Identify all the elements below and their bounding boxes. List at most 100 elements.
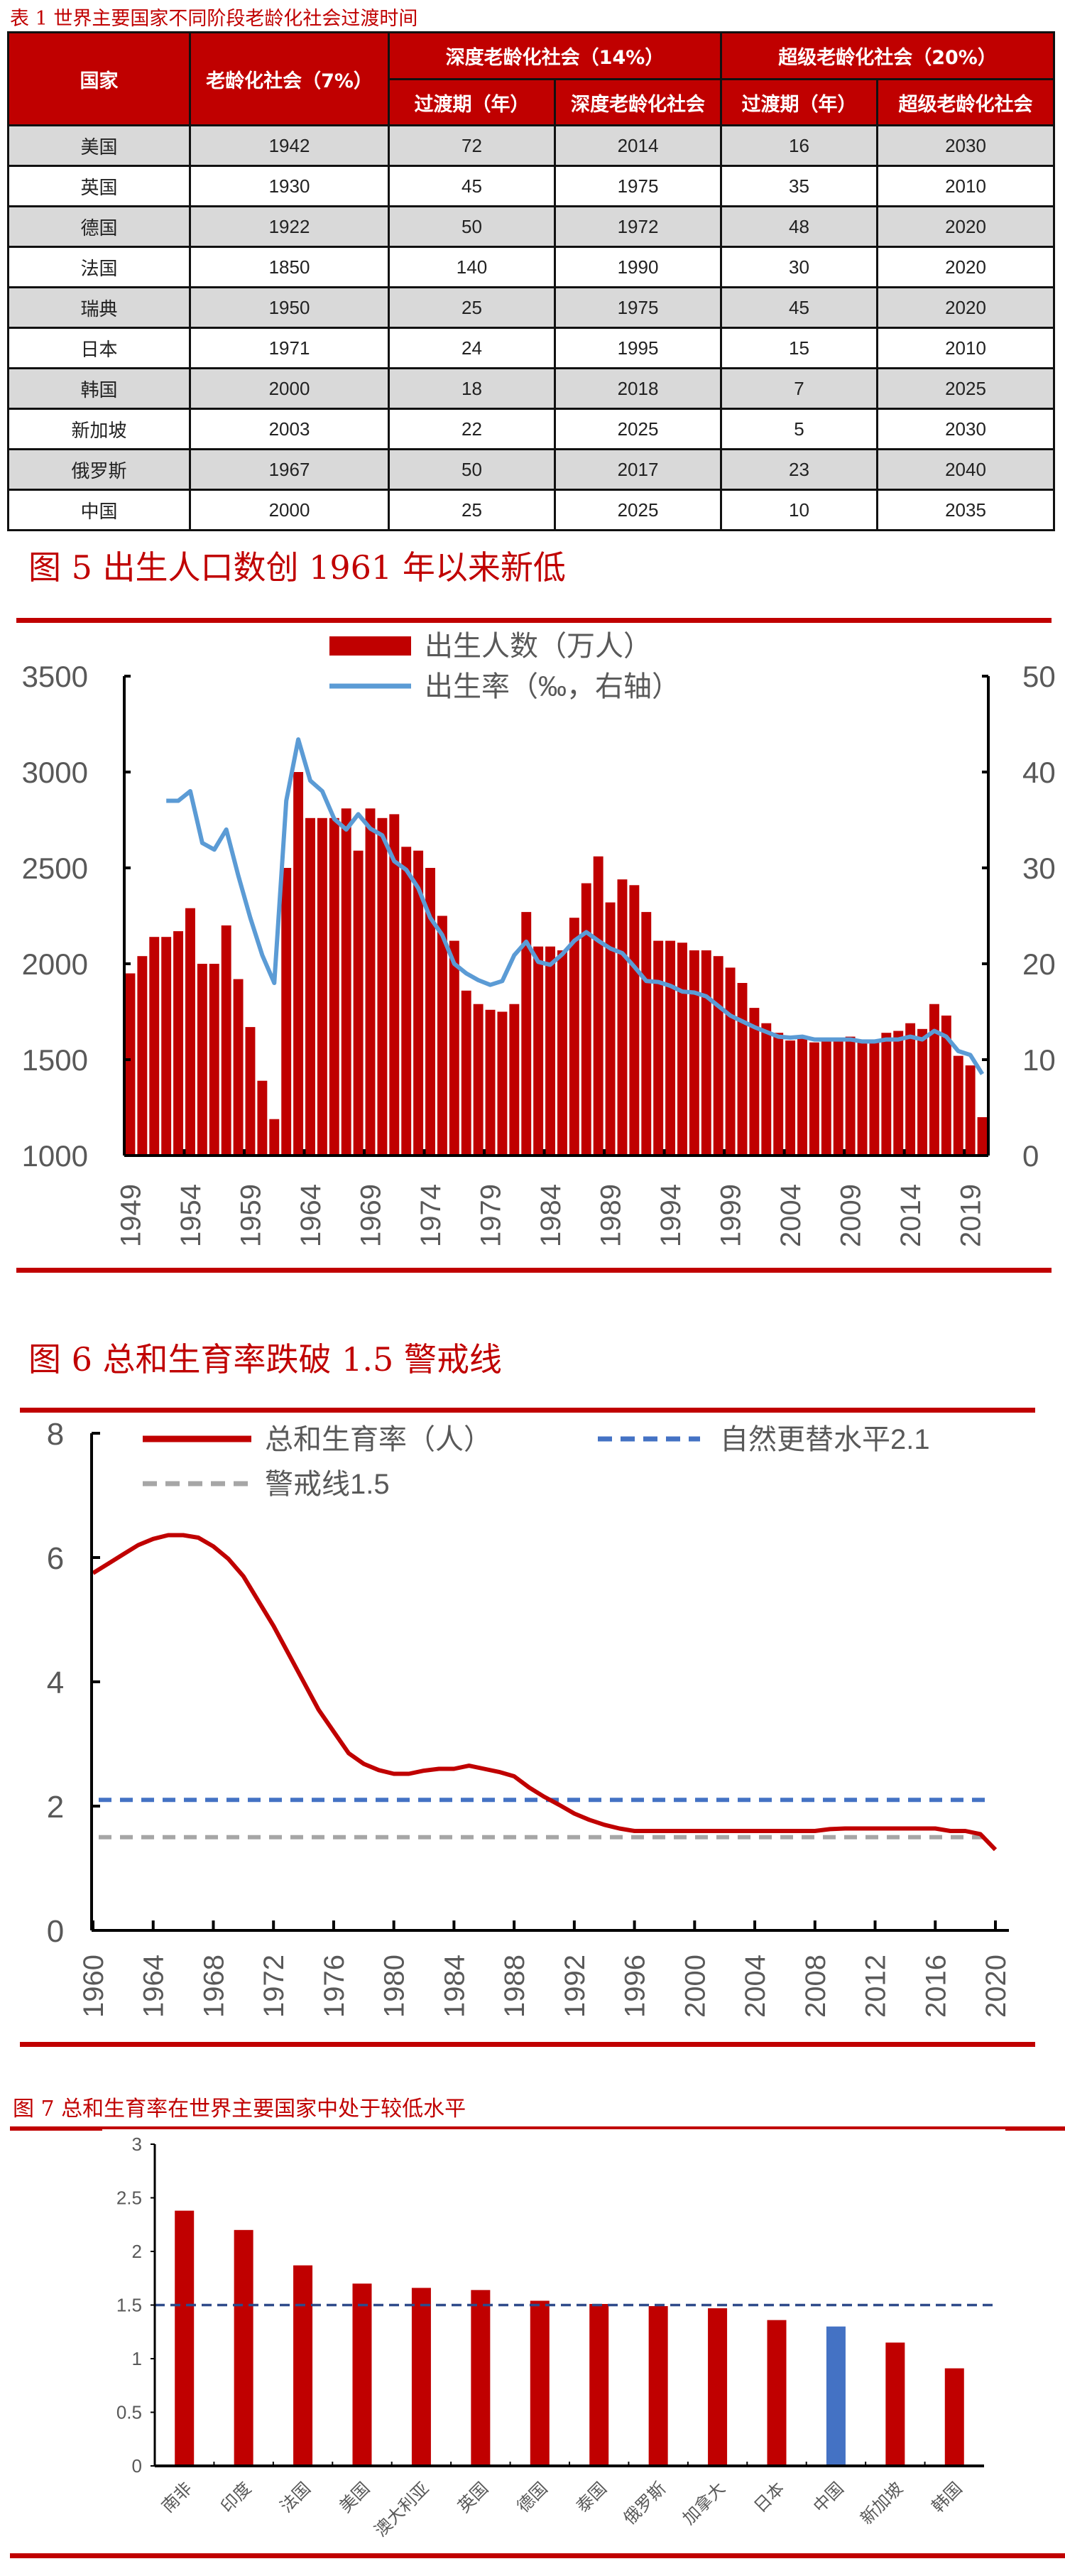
bar-births-2017 — [941, 1015, 951, 1156]
bar-0 — [175, 2210, 195, 2466]
bar-1 — [234, 2229, 253, 2466]
x-category-label: 加拿大 — [679, 2479, 729, 2528]
fertility-rate-chart: 0 2 4 6 8 1960 1964 1968 1972 1976 1980 1984 1988 199… — [20, 1408, 1035, 2047]
cell-deep-year: 2017 — [553, 448, 723, 491]
cell-aging-year: 1971 — [189, 327, 390, 369]
x-category-label: 俄罗斯 — [620, 2479, 670, 2528]
legend-births-label: 出生人数（万人） — [425, 631, 652, 662]
birth-rate-line — [166, 737, 985, 1075]
x-tick-label: 1989 — [596, 1184, 627, 1247]
bar-births-1981 — [509, 1004, 520, 1156]
y-tick-label: 0.5 — [116, 2402, 142, 2423]
x-tick-label: 2020 — [981, 1955, 1012, 2018]
table-title: 表 1 世界主要国家不同阶段老龄化社会过渡时间 — [10, 8, 418, 30]
figure7-title: 图 7 总和生育率在世界主要国家中处于较低水平 — [13, 2097, 466, 2121]
y-tick-label: 3 — [132, 2134, 142, 2155]
cell-aging-year: 1950 — [189, 286, 390, 329]
legend-warning-label: 警戒线1.5 — [265, 1469, 390, 1500]
bar-births-1957 — [221, 925, 231, 1156]
bar-births-1952 — [161, 937, 172, 1156]
cell-super-transition: 35 — [720, 165, 879, 207]
bar-7 — [589, 2303, 609, 2466]
cell-deep-year: 1975 — [553, 286, 723, 329]
y-right-tick-label: 40 — [1022, 756, 1056, 789]
bar-8 — [648, 2306, 668, 2466]
table-row: 韩国 2000 18 2018 7 2025 — [7, 367, 1056, 410]
x-tick-label: 1999 — [716, 1184, 747, 1247]
x-tick-label: 1959 — [235, 1184, 266, 1247]
top-rule — [10, 2126, 1065, 2129]
cell-super-year: 2020 — [876, 246, 1056, 288]
header-deep-year: 深度老龄化社会 — [553, 78, 723, 126]
cell-super-year: 2030 — [876, 124, 1056, 167]
bar-births-1977 — [461, 990, 471, 1156]
cell-aging-year: 1942 — [189, 124, 390, 167]
bar-births-1992 — [641, 912, 652, 1156]
table-row: 美国 1942 72 2014 16 2030 — [7, 124, 1056, 167]
bar-births-1999 — [725, 967, 736, 1156]
bar-births-1996 — [689, 950, 699, 1156]
cell-country: 韩国 — [7, 367, 191, 410]
bar-births-1964 — [305, 817, 315, 1156]
header-super-transition: 过渡期（年） — [720, 78, 879, 126]
top-rule-accent-left — [10, 2128, 102, 2131]
bar-births-1970 — [377, 817, 388, 1156]
bar-births-1956 — [209, 964, 219, 1156]
bar-births-2013 — [893, 1031, 904, 1156]
x-tick-label: 1980 — [379, 1955, 410, 2018]
cell-country: 日本 — [7, 327, 191, 369]
x-category-label: 德国 — [513, 2479, 551, 2516]
x-tick-label: 1979 — [476, 1184, 507, 1247]
table-row: 新加坡 2003 22 2025 5 2030 — [7, 408, 1056, 450]
cell-deep-transition: 140 — [388, 246, 556, 288]
y-left-tick-label: 2500 — [22, 852, 88, 885]
cell-super-transition: 48 — [720, 205, 879, 248]
bar-births-1951 — [149, 937, 160, 1156]
y-right-tick-label: 10 — [1022, 1043, 1056, 1077]
cell-deep-transition: 25 — [388, 286, 556, 329]
x-tick-label: 1949 — [115, 1184, 146, 1247]
cell-country: 新加坡 — [7, 408, 191, 450]
x-tick-label: 1964 — [138, 1955, 170, 2018]
x-category-label: 泰国 — [573, 2479, 611, 2516]
bar-3 — [352, 2283, 372, 2466]
bar-births-1976 — [449, 940, 459, 1156]
bar-births-1978 — [473, 1004, 484, 1156]
table-row: 俄罗斯 1967 50 2017 23 2040 — [7, 448, 1056, 491]
y-tick-label: 0 — [132, 2455, 142, 2477]
bar-births-2010 — [857, 1042, 868, 1156]
bar-births-2009 — [845, 1036, 856, 1156]
x-tick-label: 1992 — [559, 1955, 591, 2018]
cell-super-year: 2010 — [876, 165, 1056, 207]
x-category-label: 日本 — [750, 2479, 788, 2516]
y-right-tick-label: 20 — [1022, 947, 1056, 981]
bar-births-1982 — [521, 912, 532, 1156]
bar-births-2014 — [905, 1023, 916, 1156]
births-chart: 1000 1500 2000 2500 3000 3500 0 10 20 30 40 50 1949 1… — [16, 618, 1056, 1273]
bar-4 — [411, 2288, 431, 2466]
cell-country: 瑞典 — [7, 286, 191, 329]
table-row: 中国 2000 25 2025 10 2035 — [7, 489, 1056, 531]
cell-super-transition: 10 — [720, 489, 879, 531]
bar-13 — [944, 2368, 964, 2466]
bar-births-1973 — [413, 850, 424, 1156]
bar-births-1962 — [281, 868, 292, 1156]
bar-births-2004 — [785, 1040, 796, 1156]
bar-births-1993 — [653, 940, 664, 1156]
table-row: 德国 1922 50 1972 48 2020 — [7, 205, 1056, 248]
bar-births-1980 — [497, 1011, 508, 1156]
y-tick-label: 2.5 — [116, 2188, 142, 2209]
header-super-group: 超级老龄化社会（20%） — [720, 31, 1056, 80]
x-tick-label: 1976 — [319, 1955, 350, 2018]
bar-births-1959 — [245, 1027, 256, 1156]
x-tick-label: 2004 — [775, 1184, 807, 1247]
x-tick-label: 1954 — [175, 1184, 207, 1247]
bar-births-2002 — [761, 1023, 772, 1156]
x-tick-label: 1984 — [439, 1955, 470, 2018]
y-tick-label: 1.5 — [116, 2295, 142, 2316]
cell-deep-transition: 72 — [388, 124, 556, 167]
figure5-title: 图 5 出生人口数创 1961 年以来新低 — [28, 548, 566, 587]
bar-births-1958 — [233, 979, 244, 1156]
cell-aging-year: 1930 — [189, 165, 390, 207]
